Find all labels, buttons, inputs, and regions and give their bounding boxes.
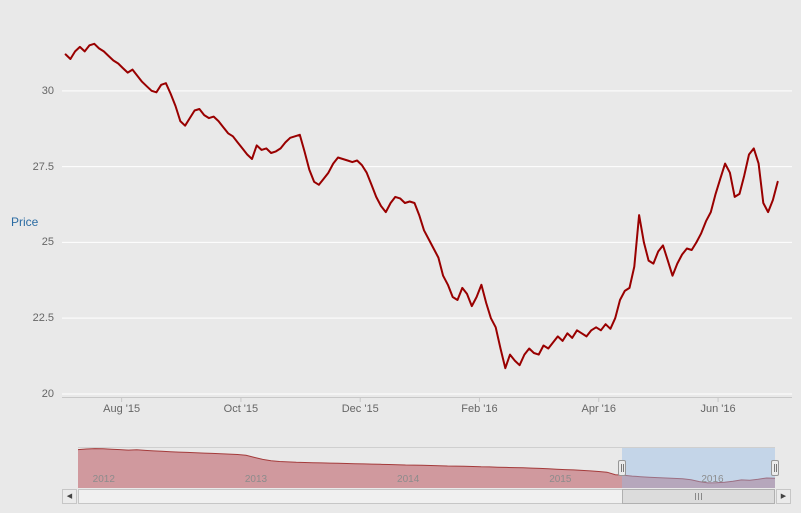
scrollbar-grip-icon [698, 493, 700, 500]
navigator-selected-range[interactable] [622, 448, 775, 488]
y-axis-title: Price [11, 215, 39, 229]
scroll-right-button[interactable]: ▶ [776, 489, 791, 504]
navigator-year-label: 2013 [244, 474, 268, 485]
navigator-handle-right[interactable] [771, 460, 779, 476]
x-axis-tick-label: Jun '16 [700, 403, 736, 415]
x-axis-tick-label: Dec '15 [341, 403, 379, 415]
y-axis-tick-label: 22.5 [32, 312, 54, 325]
y-axis-tick-label: 30 [41, 84, 54, 97]
navigator-handle-left[interactable] [618, 460, 627, 476]
scrollbar-thumb[interactable] [622, 489, 775, 504]
x-axis-tick-label: Apr '16 [581, 403, 616, 415]
y-axis-tick-label: 27.5 [32, 160, 54, 173]
navigator-year-label: 2012 [92, 474, 115, 485]
x-axis-tick-label: Oct '15 [223, 403, 259, 415]
navigator-year-label: 2016 [701, 474, 724, 485]
left-arrow-icon: ◀ [66, 493, 73, 500]
scroll-left-button[interactable]: ◀ [62, 489, 77, 504]
navigator-year-label: 2014 [397, 474, 420, 485]
y-axis-tick-label: 25 [41, 236, 54, 249]
navigator: 2012 2013 2014 2015 2016 [78, 447, 779, 488]
y-axis-tick-label: 20 [41, 387, 54, 400]
navigator-year-label: 2015 [549, 474, 572, 485]
navigator-series[interactable] [78, 448, 775, 488]
right-arrow-icon: ▶ [780, 493, 787, 500]
x-axis-tick-label: Feb '16 [461, 403, 498, 415]
x-axis-tick-label: Aug '15 [103, 403, 141, 415]
